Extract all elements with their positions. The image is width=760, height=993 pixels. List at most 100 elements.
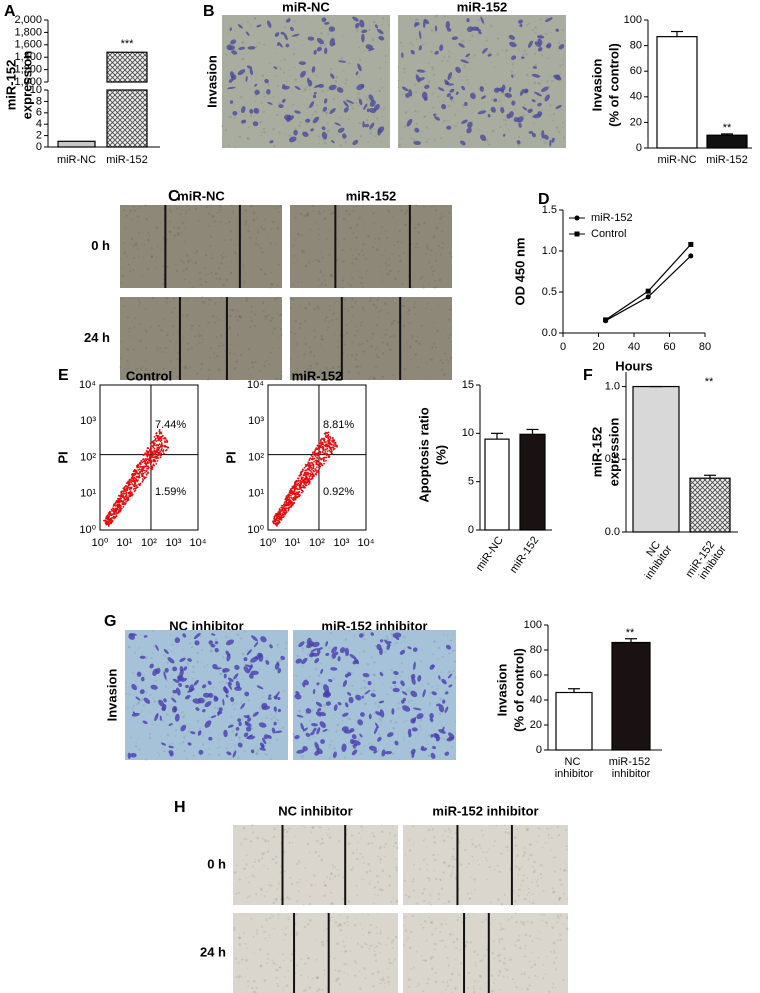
texture	[399, 41, 403, 44]
texture	[433, 31, 436, 33]
texture	[478, 974, 481, 977]
texture	[266, 891, 268, 893]
micrograph	[403, 913, 568, 993]
event-dot	[287, 495, 290, 498]
cell	[379, 647, 383, 656]
cell	[537, 102, 542, 107]
event-dot	[143, 469, 146, 472]
texture	[264, 315, 267, 318]
texture	[488, 865, 491, 869]
texture	[265, 657, 268, 660]
texture	[350, 103, 353, 106]
event-dot	[295, 491, 298, 494]
cell	[434, 25, 438, 32]
cell	[334, 651, 339, 656]
texture	[448, 865, 451, 867]
texture	[422, 990, 424, 993]
texture	[206, 663, 209, 666]
texture	[550, 79, 553, 83]
texture	[242, 826, 246, 830]
texture	[298, 861, 301, 864]
event-dot	[122, 495, 125, 498]
texture	[328, 743, 332, 747]
event-dot	[139, 462, 142, 464]
texture	[269, 242, 273, 245]
texture	[532, 870, 536, 874]
significance: **	[705, 376, 714, 388]
texture	[217, 318, 220, 322]
event-dot	[150, 461, 153, 464]
texture	[389, 632, 393, 636]
texture	[463, 64, 466, 67]
cell	[438, 729, 446, 734]
event-dot	[277, 522, 279, 525]
x-tick-label: 10¹	[285, 537, 301, 549]
texture	[340, 119, 342, 121]
texture	[286, 706, 288, 708]
texture	[247, 21, 249, 24]
event-dot	[278, 517, 281, 520]
texture	[337, 977, 340, 980]
event-dot	[115, 499, 118, 502]
texture	[450, 972, 454, 976]
cell	[516, 140, 521, 145]
event-dot	[301, 476, 304, 479]
event-dot	[312, 451, 314, 454]
texture	[368, 931, 371, 935]
texture	[225, 256, 227, 259]
plot-title: miR-152	[292, 368, 343, 383]
event-dot	[287, 509, 290, 512]
event-dot	[287, 507, 290, 509]
cell	[418, 30, 422, 40]
texture	[464, 848, 467, 852]
texture	[245, 863, 248, 866]
texture	[379, 888, 382, 891]
texture	[308, 895, 311, 898]
cell	[302, 131, 309, 137]
texture	[268, 62, 271, 65]
texture	[288, 842, 291, 844]
texture	[348, 212, 352, 216]
cell	[313, 91, 317, 95]
texture	[447, 864, 451, 868]
cell	[438, 675, 441, 680]
cell	[359, 733, 363, 738]
texture	[348, 629, 351, 632]
texture	[179, 259, 182, 262]
texture	[206, 206, 209, 209]
texture	[210, 649, 213, 652]
texture	[525, 73, 529, 77]
texture	[373, 269, 375, 272]
cell	[168, 745, 174, 749]
texture	[379, 717, 382, 720]
y-tick-label: 60	[530, 669, 542, 681]
texture	[184, 278, 187, 281]
texture	[438, 278, 442, 282]
texture	[320, 283, 323, 287]
texture	[196, 251, 199, 254]
texture	[324, 279, 326, 281]
event-dot	[302, 490, 304, 493]
event-dot	[318, 464, 321, 467]
cell	[461, 85, 466, 91]
texture	[549, 950, 552, 953]
cell	[259, 742, 265, 748]
x-tick-label: 10³	[166, 537, 182, 549]
texture	[415, 950, 418, 953]
event-dot	[134, 472, 137, 475]
texture	[523, 972, 526, 975]
event-dot	[132, 485, 135, 487]
cell	[531, 73, 541, 78]
texture	[304, 306, 308, 310]
texture	[442, 861, 446, 865]
texture	[535, 937, 537, 939]
texture	[499, 125, 502, 129]
cell	[513, 117, 520, 123]
texture	[326, 378, 329, 381]
cell	[309, 101, 315, 109]
texture	[454, 720, 457, 723]
texture	[375, 354, 378, 357]
texture	[247, 229, 251, 233]
cell	[222, 698, 225, 706]
texture	[447, 652, 450, 655]
